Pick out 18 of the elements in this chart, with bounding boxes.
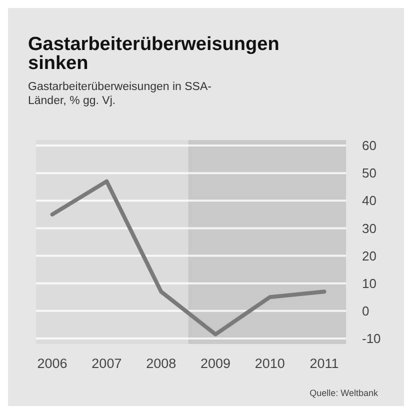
y-tick-label: 10 <box>362 276 376 291</box>
y-tick-label: 0 <box>362 303 370 318</box>
y-tick-label: 60 <box>362 138 376 154</box>
y-tick-label: 40 <box>362 193 376 208</box>
y-tick-label: 30 <box>362 220 376 236</box>
source-note: Quelle: Weltbank <box>310 388 378 398</box>
y-tick-label: -10 <box>362 331 381 346</box>
x-tick-label: 2007 <box>92 356 122 371</box>
x-tick-label: 2009 <box>200 356 230 371</box>
line-series <box>50 179 326 336</box>
x-tick-label: 2006 <box>37 356 68 371</box>
y-tick-label: 20 <box>362 248 376 264</box>
chart-subtitle: Gastarbeiterüberweisungen in SSA-Länder, % gg. Vj. <box>28 81 212 107</box>
x-tick-label: 2008 <box>146 356 176 371</box>
y-tick-label: 50 <box>362 166 376 181</box>
x-tick-label: 2011 <box>310 356 339 371</box>
chart-title: Gastarbeiterüberweisungen sinken <box>28 34 280 74</box>
x-tick-label: 2010 <box>254 356 285 371</box>
